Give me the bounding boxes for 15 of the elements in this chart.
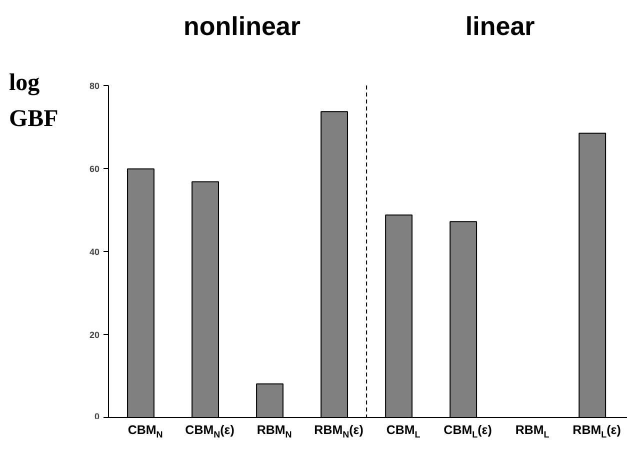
x-tick-label: RBM$_{N}$(ε) <box>314 423 364 440</box>
y-tick-label: 60 <box>89 164 100 174</box>
y-tick-label: 80 <box>89 81 100 91</box>
x-tick-label: CBM$_{L}$(ε) <box>444 423 492 440</box>
y-tick-label: 40 <box>89 247 100 257</box>
x-tick-label: CBM$_{N}$ <box>128 423 163 440</box>
x-tick-label: RBM$_{L}$(ε) <box>572 423 621 440</box>
text: nonlinear <box>183 11 301 41</box>
x-tick-label: RBM$_{L}$ <box>515 423 550 440</box>
text: linear <box>465 11 535 41</box>
x-tick-label: RBM$_{N}$ <box>256 423 292 440</box>
x-tick-label: CBM$_{N}$(ε) <box>185 423 234 440</box>
x-tick-label: CBM$_{L}$ <box>386 423 420 440</box>
y-tick-label: 20 <box>89 330 100 340</box>
y-axis-title: log GBF <box>9 69 58 134</box>
